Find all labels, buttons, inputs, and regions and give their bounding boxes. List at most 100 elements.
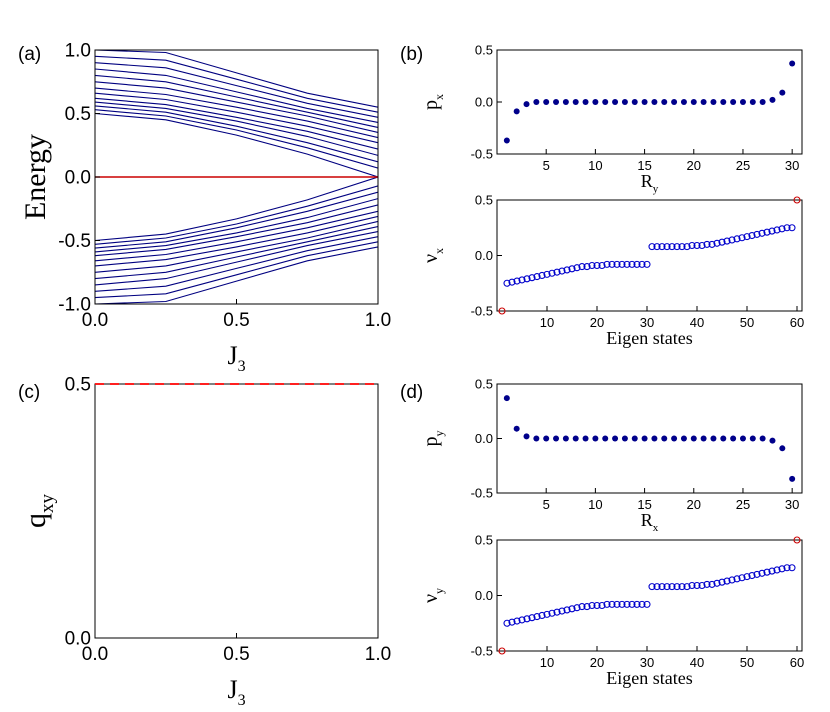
data-point (668, 243, 676, 251)
data-point (513, 617, 521, 625)
band-line (95, 92, 378, 144)
data-point (513, 277, 521, 285)
data-point (543, 610, 551, 618)
data-point (693, 581, 701, 590)
data-point (698, 241, 706, 250)
y-axis-label-text: Energy (19, 134, 52, 220)
data-point (513, 425, 520, 432)
data-point (773, 226, 781, 234)
y-tick-label: -0.5 (58, 231, 91, 252)
data-point (693, 241, 701, 250)
data-point (769, 437, 776, 444)
data-point (578, 603, 586, 611)
y-tick-label: 0.0 (475, 95, 493, 110)
data-point (602, 435, 609, 442)
data-point (661, 99, 668, 105)
data-point (631, 99, 638, 105)
data-point (671, 435, 678, 442)
data-point (508, 618, 516, 626)
data-point (710, 99, 717, 105)
data-point (653, 243, 661, 251)
data-point (648, 583, 656, 591)
x-tick-label: 25 (736, 158, 750, 173)
data-point (583, 603, 591, 611)
band-line (95, 62, 378, 118)
data-point (708, 580, 716, 588)
data-point (658, 243, 666, 251)
data-point (603, 600, 611, 608)
data-point (789, 475, 796, 482)
energy-spectrum-panel: -1.0 -0.5 0.0 0.5 1.0 0.0 0.5 1.0 J3 Energy (19, 41, 391, 375)
data-point (553, 99, 560, 105)
data-point (543, 435, 550, 442)
panel-label-c: (c) (18, 382, 40, 403)
data-point (671, 99, 678, 105)
x-tick-label: 40 (690, 315, 704, 330)
data-point (723, 577, 731, 585)
data-point (503, 279, 511, 287)
y-axis-label-main: q (19, 513, 52, 528)
y-axis-label-main: p (420, 437, 442, 447)
data-point (749, 99, 756, 105)
data-point (733, 575, 741, 583)
data-point (638, 600, 646, 608)
data-point (743, 233, 751, 241)
band-line (95, 198, 378, 253)
data-point (528, 274, 536, 282)
data-point (680, 435, 687, 442)
y-tick-label: 0.0 (65, 629, 91, 650)
band-line (95, 215, 378, 267)
data-point (513, 108, 520, 115)
band-line (95, 74, 378, 129)
x-tick-label: 20 (590, 315, 604, 330)
x-axis-label: Eigen states (606, 328, 692, 348)
x-tick-label: 0.5 (223, 310, 249, 331)
data-point (572, 99, 579, 105)
band-line (95, 50, 378, 108)
data-point (753, 230, 761, 238)
data-point (718, 578, 726, 586)
data-point (583, 263, 591, 271)
y-tick-label: -0.5 (471, 147, 493, 162)
wannier-nu-x-panel: -0.5 0.0 0.5 10 20 30 40 50 60 Eigen states νx (420, 193, 804, 348)
data-point (779, 89, 786, 96)
y-tick-label: -0.5 (471, 486, 493, 501)
data-point (728, 236, 736, 244)
data-point (779, 445, 786, 452)
x-tick-label: 30 (640, 315, 654, 330)
data-point (573, 604, 581, 612)
data-point (688, 241, 696, 250)
band-line (95, 109, 378, 169)
data-point (788, 224, 796, 232)
x-tick-label: 30 (785, 497, 799, 512)
data-point (533, 435, 540, 442)
band-line (95, 97, 378, 150)
x-tick-label: 60 (790, 315, 804, 330)
x-tick-label: 20 (687, 158, 701, 173)
data-point (748, 571, 756, 580)
data-point (700, 99, 707, 105)
data-point (568, 265, 576, 273)
y-axis-label-sub: y (432, 431, 446, 437)
band-line (95, 241, 378, 299)
data-point (618, 260, 626, 268)
data-point (623, 260, 631, 268)
data-point (739, 435, 746, 442)
data-point (733, 235, 741, 243)
y-axis-label-main: p (420, 100, 442, 110)
data-point (641, 99, 648, 105)
y-tick-label: 0.5 (65, 104, 91, 125)
data-point (593, 601, 601, 610)
x-tick-label: 50 (740, 655, 754, 670)
x-tick-label: 1.0 (365, 644, 391, 665)
data-point (700, 435, 707, 442)
x-axis-label-sub: 3 (238, 358, 246, 375)
data-point (661, 435, 668, 442)
band-line (95, 220, 378, 273)
data-point (673, 583, 681, 591)
data-point (758, 569, 766, 577)
data-point (503, 619, 511, 627)
data-point (523, 101, 530, 108)
y-axis-label-text: νy (420, 588, 446, 603)
band-line (95, 176, 378, 242)
